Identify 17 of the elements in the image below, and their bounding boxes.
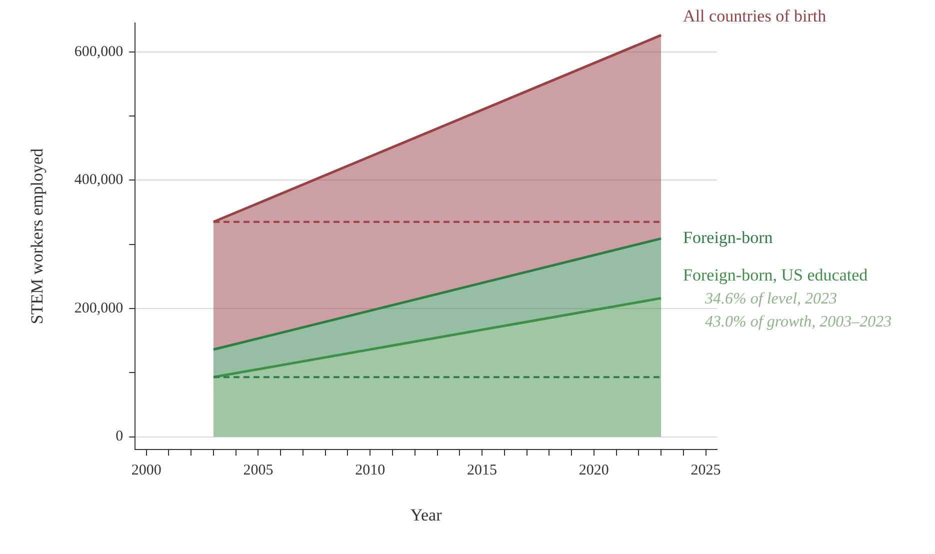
y-tick-label: 0 xyxy=(116,428,124,445)
x-tick-label: 2020 xyxy=(578,462,609,479)
series-label: All countries of birth xyxy=(683,6,827,26)
y-tick-label: 600,000 xyxy=(74,44,124,60)
series-label: Foreign-born, US educated xyxy=(683,266,868,285)
annotation: 43.0% of growth, 2003–2023 xyxy=(705,313,892,330)
series-label: Foreign-born xyxy=(683,228,774,248)
x-axis-title: Year xyxy=(410,505,442,524)
x-tick-label: 2025 xyxy=(690,462,721,479)
annotation: 34.6% of level, 2023 xyxy=(704,290,838,308)
y-tick-label: 400,000 xyxy=(74,172,124,188)
x-tick-label: 2015 xyxy=(467,462,498,479)
y-tick-label: 200,000 xyxy=(74,300,124,316)
x-tick-label: 2000 xyxy=(131,462,162,479)
x-tick-label: 2010 xyxy=(355,462,386,479)
x-tick-label: 2005 xyxy=(243,462,274,479)
y-axis-title: STEM workers employed xyxy=(28,148,47,324)
